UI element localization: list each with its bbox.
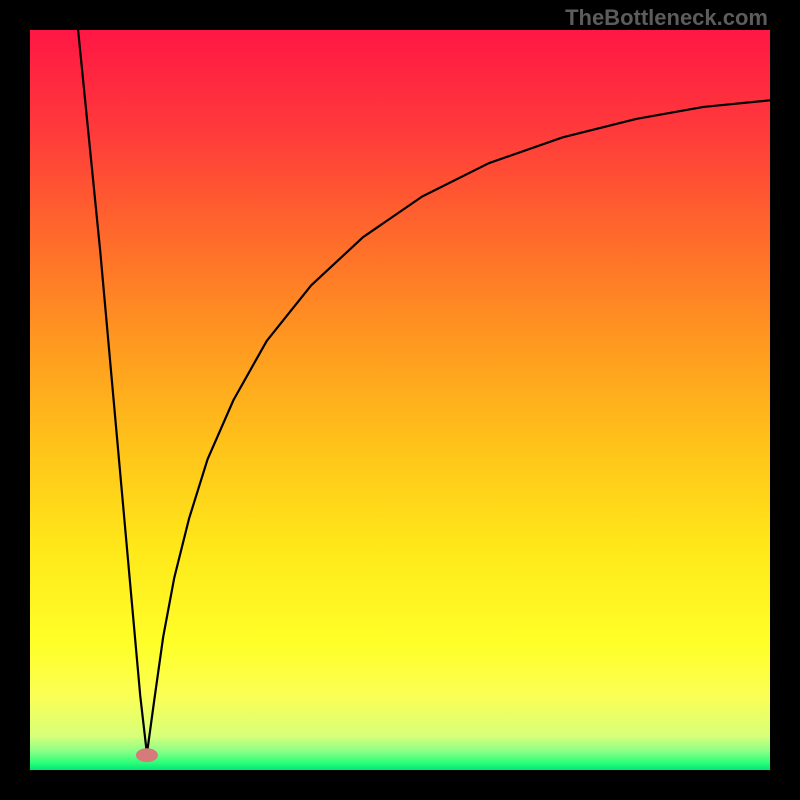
chart-svg bbox=[30, 30, 770, 770]
plot-area bbox=[30, 30, 770, 770]
bottleneck-curve bbox=[78, 30, 770, 754]
chart-frame: TheBottleneck.com bbox=[0, 0, 800, 800]
optimal-point-marker bbox=[136, 748, 158, 762]
watermark-text: TheBottleneck.com bbox=[565, 5, 768, 31]
